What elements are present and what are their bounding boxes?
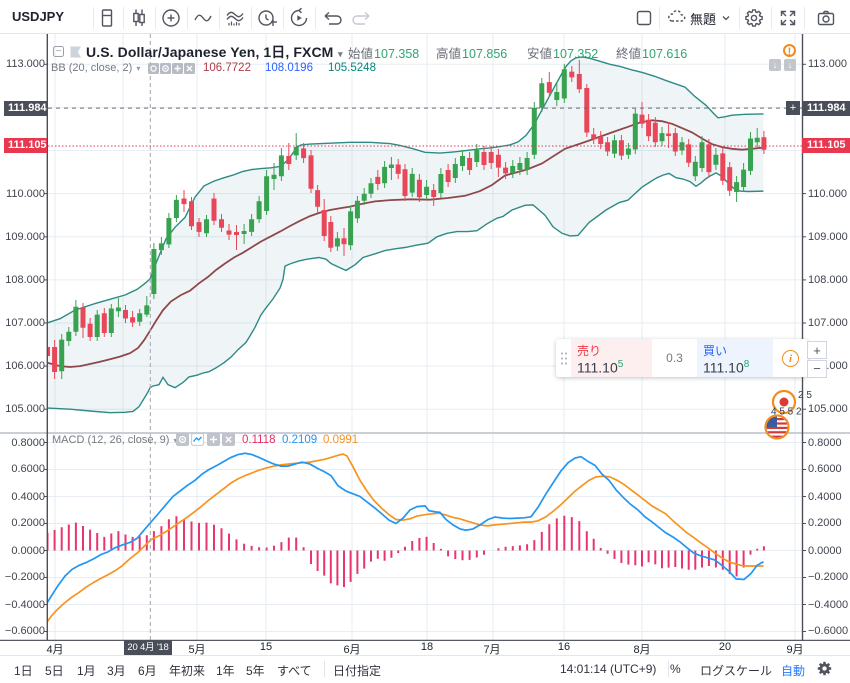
svg-text:4 5 5 2: 4 5 5 2 <box>771 407 802 418</box>
svg-text:2 5: 2 5 <box>798 390 812 401</box>
